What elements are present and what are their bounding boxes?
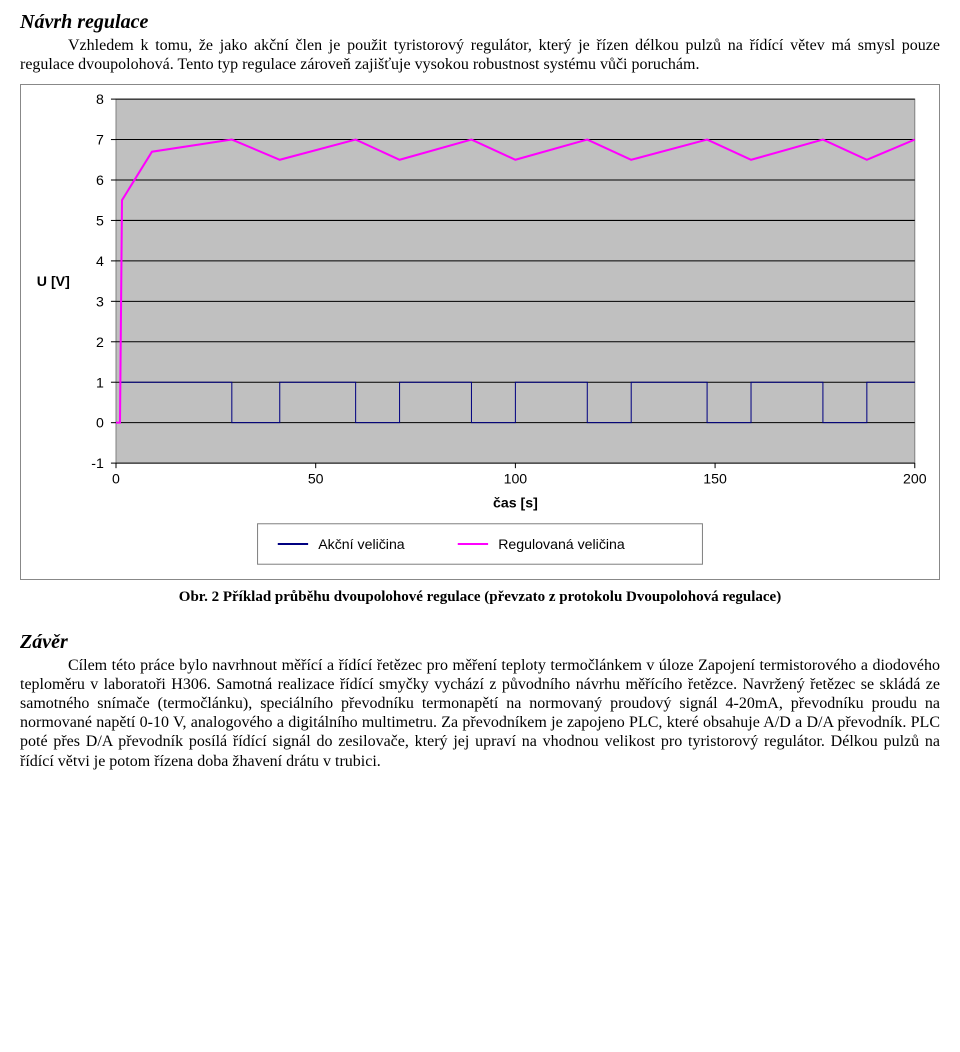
chart-svg: -1 0 1 2 3 4 5 6 7 8 0 50 100 150 200 U [V] čas [s] Akční… [25,89,935,574]
svg-text:200: 200 [903,471,927,487]
chart-container: -1 0 1 2 3 4 5 6 7 8 0 50 100 150 200 U [V] čas [s] Akční… [20,84,940,579]
svg-text:2: 2 [96,334,104,350]
figure-caption: Obr. 2 Příklad průběhu dvoupolohové regu… [20,588,940,606]
svg-text:Regulovaná veličina: Regulovaná veličina [498,536,625,552]
section-heading: Návrh regulace [20,10,940,34]
svg-text:0: 0 [112,471,120,487]
svg-text:5: 5 [96,213,104,229]
svg-text:7: 7 [96,132,104,148]
svg-text:6: 6 [96,172,104,188]
svg-text:8: 8 [96,92,104,108]
section-paragraph: Cílem této práce bylo navrhnout měřící a… [20,656,940,771]
svg-text:4: 4 [96,253,104,269]
svg-text:-1: -1 [91,456,104,472]
section-paragraph: Vzhledem k tomu, že jako akční člen je p… [20,36,940,74]
section-heading: Závěr [20,630,940,654]
svg-text:1: 1 [96,375,104,391]
svg-text:Akční veličina: Akční veličina [318,536,405,552]
svg-text:U [V]: U [V] [37,274,70,290]
svg-text:50: 50 [308,471,324,487]
svg-text:100: 100 [504,471,528,487]
svg-text:150: 150 [703,471,727,487]
svg-text:0: 0 [96,415,104,431]
svg-text:čas [s]: čas [s] [493,495,538,511]
svg-text:3: 3 [96,294,104,310]
